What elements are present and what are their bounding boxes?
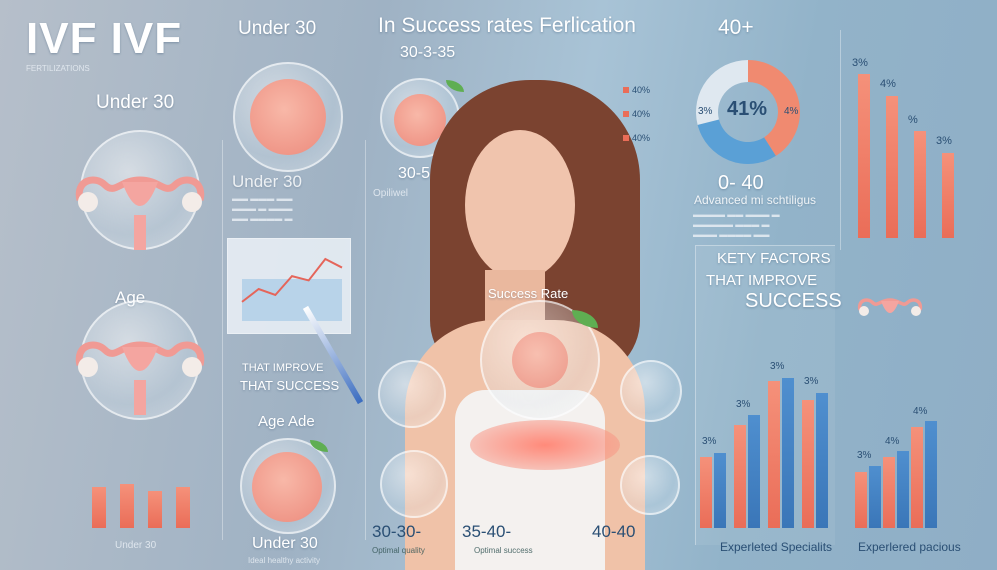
bottom-right-bar-chart: 3% 4% 4% bbox=[855, 380, 965, 528]
uterus-icon bbox=[845, 290, 935, 340]
factors-title-3: SUCCESS bbox=[745, 290, 842, 312]
br-bar-orange bbox=[911, 427, 923, 528]
col1-age: Age Ade bbox=[258, 413, 315, 430]
legend-item: 40% bbox=[623, 85, 653, 95]
donut-left-label: 3% bbox=[698, 106, 713, 117]
bottom-label-3: 40-40 bbox=[592, 522, 636, 541]
donut-value: 41% bbox=[727, 98, 768, 120]
mid-bar-orange bbox=[700, 456, 712, 528]
donut-segment bbox=[748, 60, 800, 156]
donut-caption: Advanced mi schtiligus bbox=[694, 193, 817, 207]
bar-label: % bbox=[908, 113, 918, 126]
left-under30: Under 30 bbox=[96, 92, 175, 113]
bar-label: 3% bbox=[852, 56, 868, 69]
col2-range: 30-50 bbox=[398, 165, 439, 182]
col1-bottom-sub: Ideal healthy activity bbox=[248, 556, 321, 565]
mid-bar-blue bbox=[748, 415, 760, 528]
mid-bar-blue bbox=[816, 392, 828, 528]
legend-value: 40% bbox=[632, 133, 651, 143]
col1-title: Under 30 bbox=[238, 18, 317, 39]
improve-line2: THAT SUCCESS bbox=[240, 378, 340, 393]
factors-title-1: KETY FACTORS bbox=[717, 250, 831, 267]
top-right-bar bbox=[914, 131, 926, 238]
br-bar-orange bbox=[855, 471, 867, 528]
mid-bars-caption: Experleted Specialits bbox=[720, 540, 833, 554]
br-bar-orange bbox=[883, 456, 895, 528]
mid-bar-blue bbox=[782, 377, 794, 528]
bar-label: 4% bbox=[880, 78, 896, 91]
top-right-bar bbox=[886, 95, 898, 238]
legend-value: 40% bbox=[632, 109, 651, 119]
bar-label: 3% bbox=[804, 376, 819, 387]
donut-chart bbox=[696, 60, 800, 164]
success-rate-label: Success Rate bbox=[488, 286, 569, 301]
subtitle: FERTILIZATIONS bbox=[26, 64, 90, 73]
small-orb bbox=[378, 360, 446, 428]
col1-orb bbox=[233, 62, 343, 172]
legend-item: 40% bbox=[623, 109, 653, 119]
top-right-bar bbox=[942, 152, 954, 238]
main-title: IVF IVF bbox=[26, 14, 183, 63]
center-title: In Success rates Ferlication bbox=[378, 14, 636, 37]
col1-under30: Under 30 bbox=[232, 172, 302, 191]
small-orb bbox=[620, 360, 682, 422]
left-bar bbox=[120, 483, 134, 528]
bottom-right-caption: Experlered pacious bbox=[858, 540, 961, 554]
top-right-bar bbox=[858, 74, 870, 238]
br-bar-blue bbox=[925, 421, 937, 528]
line-chart-card bbox=[227, 238, 351, 334]
bar-label: 3% bbox=[770, 360, 785, 372]
bottom-label-1: 30-30- bbox=[372, 522, 422, 541]
mid-bar-blue bbox=[714, 452, 726, 528]
mid-bar-orange bbox=[734, 424, 746, 528]
bottom-sub-2: Optimal success bbox=[474, 546, 533, 555]
improve-line1: THAT IMPROVE bbox=[242, 362, 324, 374]
bar-label: 4% bbox=[885, 435, 900, 447]
left-bar bbox=[176, 487, 190, 528]
col1-orb-2 bbox=[240, 438, 336, 534]
col1-desc: ▬▬ ▬▬▬ ▬▬ ▬▬▬ ▬ ▬▬▬ ▬▬ ▬▬▬▬ ▬ bbox=[232, 194, 293, 223]
br-bar-blue bbox=[897, 451, 909, 528]
bar-label: 3% bbox=[936, 135, 952, 148]
bar-label: 4% bbox=[913, 406, 928, 417]
br-bar-blue bbox=[869, 465, 881, 528]
bar-label: 3% bbox=[857, 450, 872, 462]
left-bar bbox=[92, 487, 106, 528]
donut-desc: ▬▬▬▬ ▬▬ ▬▬▬ ▬ ▬▬▬▬▬ ▬▬▬ ▬ ▬▬▬ ▬▬▬▬ ▬▬ bbox=[693, 210, 780, 239]
legend-item: 40% bbox=[623, 133, 653, 143]
col3-title: 40+ bbox=[718, 16, 754, 39]
col2-label-text: Opiliwel bbox=[373, 188, 409, 199]
donut-range: 0- 40 bbox=[718, 172, 764, 194]
col2-label: 30-3-35 bbox=[400, 44, 456, 61]
left-bar-chart bbox=[88, 460, 198, 528]
legend-value: 40% bbox=[632, 85, 651, 95]
small-orb bbox=[620, 455, 680, 515]
donut-segment bbox=[697, 119, 776, 164]
top-right-bar-chart: 3% 4%% 3% bbox=[850, 56, 970, 238]
bottom-sub-1: Optimal quality bbox=[372, 546, 425, 555]
col1-bottom: Under 30 bbox=[252, 535, 318, 552]
glowing-hands bbox=[470, 420, 620, 470]
uterus-icon bbox=[60, 325, 205, 415]
donut-segment bbox=[696, 60, 748, 125]
donut-right-label: 4% bbox=[784, 106, 799, 117]
small-orb bbox=[380, 450, 448, 518]
bar-label: 3% bbox=[702, 436, 717, 448]
mid-bar-orange bbox=[768, 381, 780, 528]
mid-bar-orange bbox=[802, 400, 814, 528]
trend-line bbox=[241, 257, 343, 303]
factors-title-2: THAT IMPROVE bbox=[706, 272, 818, 289]
mid-bar-chart: 3% 3% 3% 3% bbox=[700, 340, 830, 528]
uterus-icon bbox=[60, 160, 205, 250]
bottom-label-2: 35-40- bbox=[462, 522, 512, 541]
left-bar bbox=[148, 490, 162, 528]
left-bars-caption: Under 30 bbox=[115, 540, 157, 551]
bar-label: 3% bbox=[736, 398, 751, 410]
